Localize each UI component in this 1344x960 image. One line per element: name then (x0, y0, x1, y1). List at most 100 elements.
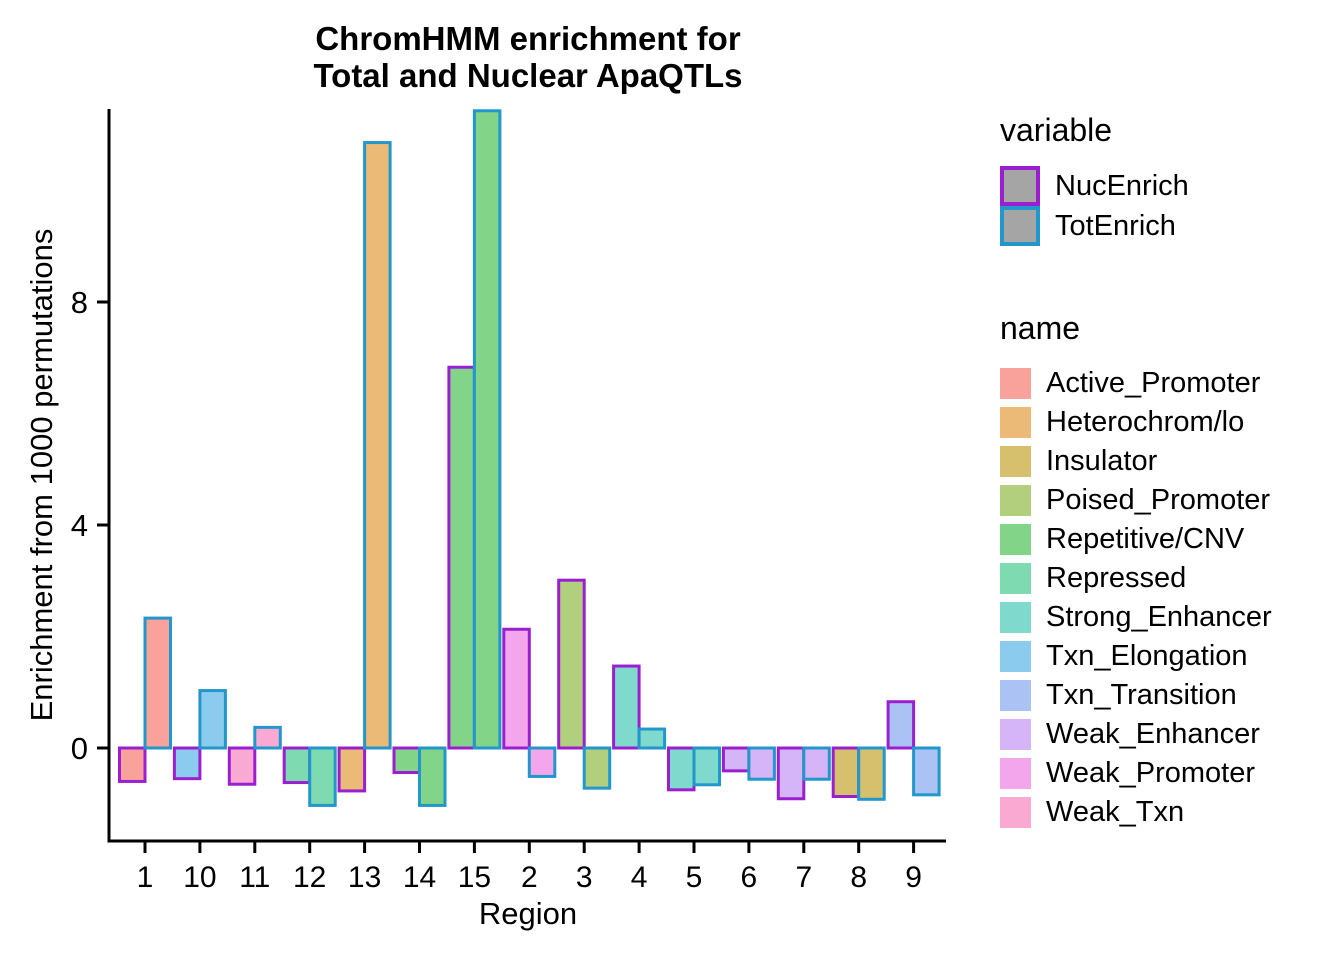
bar-region-12-totenrich (308, 746, 337, 807)
x-tick-label: 9 (905, 861, 922, 894)
legend-item-weak-promoter: Weak_Promoter (1000, 754, 1272, 793)
x-tick-label: 2 (521, 861, 538, 894)
x-tick-label: 4 (631, 861, 648, 894)
legend-item-totenrich-label: TotEnrich (1055, 209, 1176, 242)
legend-item-poised-promoter: Poised_Promoter (1000, 481, 1272, 520)
legend-item-weak-txn-key (1000, 797, 1031, 828)
x-tick-label: 11 (239, 861, 270, 894)
x-tick-label: 14 (403, 861, 436, 894)
legend-item-active-promoter-key (1000, 368, 1031, 399)
bar-region-6-nucenrich (721, 746, 751, 773)
legend-item-repetitive-cnv-label: Repetitive/CNV (1046, 523, 1245, 555)
legend-item-txn-transition-key (1000, 680, 1031, 711)
legend-item-poised-promoter-label: Poised_Promoter (1046, 484, 1271, 516)
legend-name-items: Active_Promoter Heterochrom/lo Insulator Po… (1000, 364, 1272, 832)
legend-item-strong-enhancer: Strong_Enhancer (1000, 598, 1272, 637)
x-tick-label: 7 (795, 861, 812, 894)
legend-item-txn-elongation-label: Txn_Elongation (1046, 640, 1248, 672)
legend-item-active-promoter: Active_Promoter (1000, 364, 1272, 403)
legend-item-weak-enhancer-key (1000, 719, 1031, 750)
legend: variable NucEnrich TotEnrich name Active_… (1000, 112, 1272, 832)
bar-region-10-nucenrich (172, 746, 202, 781)
legend-item-totenrich-key (1000, 206, 1040, 246)
x-tick-label: 8 (850, 861, 867, 894)
legend-item-insulator-label: Insulator (1046, 445, 1158, 477)
bar-region-13-totenrich (363, 141, 392, 750)
bar-region-11-nucenrich (227, 746, 257, 786)
bar-region-8-nucenrich (831, 746, 861, 799)
x-tick-label: 12 (293, 861, 326, 894)
bar-region-8-totenrich (857, 746, 886, 801)
legend-item-weak-promoter-key (1000, 758, 1031, 789)
legend-item-nucenrich-label: NucEnrich (1055, 169, 1189, 202)
legend-item-insulator-key (1000, 446, 1031, 477)
x-tick-label: 6 (741, 861, 758, 894)
x-tick-label: 10 (183, 861, 216, 894)
legend-item-repressed-key (1000, 563, 1031, 594)
legend-item-weak-enhancer: Weak_Enhancer (1000, 715, 1272, 754)
legend-item-poised-promoter-key (1000, 485, 1031, 516)
bar-region-4-nucenrich (612, 664, 641, 750)
chart-title: ChromHMM enrichment for Total and Nuclea… (109, 20, 947, 94)
bar-region-15-totenrich (472, 109, 502, 750)
legend-item-repetitive-cnv: Repetitive/CNV (1000, 520, 1272, 559)
x-axis-title: Region (478, 896, 578, 931)
legend-item-weak-promoter-label: Weak_Promoter (1046, 757, 1255, 789)
y-tick-label: 8 (71, 285, 88, 320)
y-tick-label: 0 (71, 731, 88, 766)
bar-region-2-totenrich (527, 746, 557, 778)
bar-region-3-totenrich (582, 746, 612, 790)
legend-item-insulator: Insulator (1000, 442, 1272, 481)
bar-region-5-nucenrich (667, 746, 696, 792)
legend-item-heterochrom-lo-key (1000, 407, 1031, 438)
legend-item-txn-elongation-key (1000, 641, 1031, 672)
bar-region-11-totenrich (253, 725, 282, 750)
x-tick-label: 1 (137, 861, 154, 894)
bar-region-7-totenrich (802, 746, 831, 781)
legend-item-repressed: Repressed (1000, 559, 1272, 598)
x-tick-label: 5 (686, 861, 703, 894)
x-tick-label: 15 (458, 861, 491, 894)
x-tick-label: 3 (576, 861, 593, 894)
bar-region-3-nucenrich (557, 578, 586, 750)
bar-region-4-totenrich (637, 727, 667, 750)
legend-item-txn-elongation: Txn_Elongation (1000, 637, 1272, 676)
bar-region-14-totenrich (418, 746, 447, 807)
bar-region-14-nucenrich (392, 746, 421, 775)
legend-item-repressed-label: Repressed (1046, 562, 1187, 594)
legend-name-title: name (1000, 310, 1081, 346)
legend-variable-title: variable (1000, 112, 1113, 148)
legend-item-heterochrom-lo: Heterochrom/lo (1000, 403, 1272, 442)
legend-item-strong-enhancer-key (1000, 602, 1031, 633)
chart-title-line1: ChromHMM enrichment for (315, 20, 741, 57)
legend-item-active-promoter-label: Active_Promoter (1046, 367, 1261, 399)
bar-region-12-nucenrich (282, 746, 312, 785)
bar-region-2-nucenrich (502, 627, 531, 750)
legend-item-txn-transition: Txn_Transition (1000, 676, 1272, 715)
bar-region-1-nucenrich (118, 746, 147, 783)
bar-region-7-nucenrich (776, 746, 806, 801)
bar-region-15-nucenrich (447, 365, 476, 750)
bar-region-9-totenrich (912, 746, 941, 797)
bar-region-5-totenrich (692, 746, 721, 787)
legend-item-totenrich: TotEnrich (1000, 206, 1272, 246)
x-tick-label: 13 (348, 861, 381, 894)
y-tick-label: 4 (71, 508, 88, 543)
legend-variable-items: NucEnrich TotEnrich (1000, 166, 1272, 246)
bar-region-1-totenrich (143, 616, 172, 750)
legend-item-txn-transition-label: Txn_Transition (1046, 679, 1237, 711)
legend-item-weak-txn-label: Weak_Txn (1046, 796, 1185, 828)
bar-region-13-nucenrich (337, 746, 367, 793)
bar-region-6-totenrich (747, 746, 776, 781)
legend-item-repetitive-cnv-key (1000, 524, 1031, 555)
bar-region-10-totenrich (198, 689, 227, 750)
chart-title-line2: Total and Nuclear ApaQTLs (313, 57, 743, 94)
legend-item-weak-enhancer-label: Weak_Enhancer (1046, 718, 1260, 750)
legend-item-weak-txn: Weak_Txn (1000, 793, 1272, 832)
legend-item-nucenrich-key (1000, 166, 1040, 206)
bar-region-9-nucenrich (886, 700, 916, 750)
legend-item-strong-enhancer-label: Strong_Enhancer (1046, 601, 1272, 633)
legend-item-heterochrom-lo-label: Heterochrom/lo (1046, 406, 1245, 438)
